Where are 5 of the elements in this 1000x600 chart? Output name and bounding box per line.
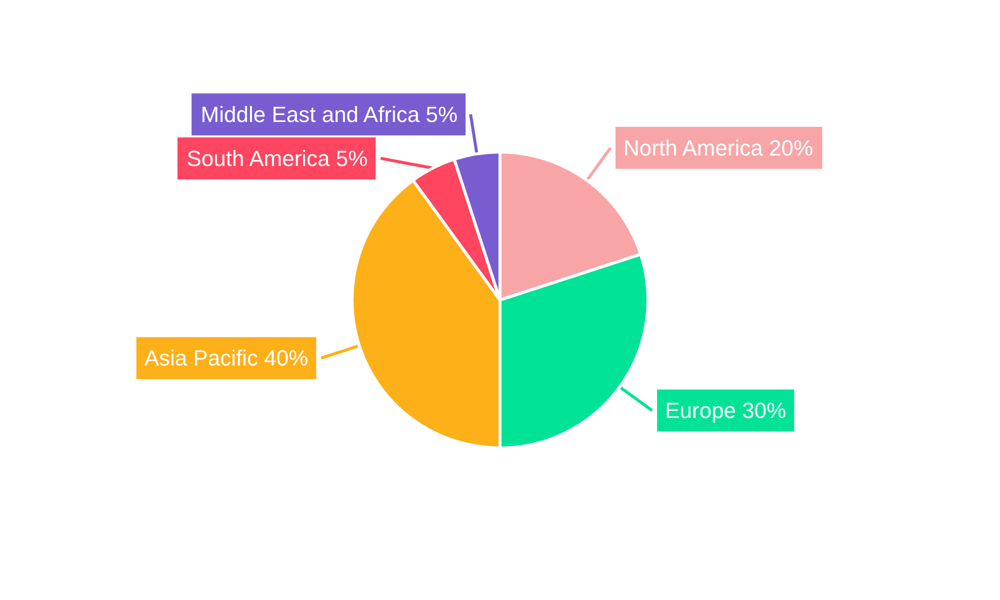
slice-label: Asia Pacific 40% (144, 346, 308, 371)
slice-label: Middle East and Africa 5% (200, 102, 458, 127)
slice-label: South America 5% (186, 146, 368, 171)
slice-label: Europe 30% (665, 398, 786, 424)
slice-label: North America 20% (624, 135, 814, 160)
